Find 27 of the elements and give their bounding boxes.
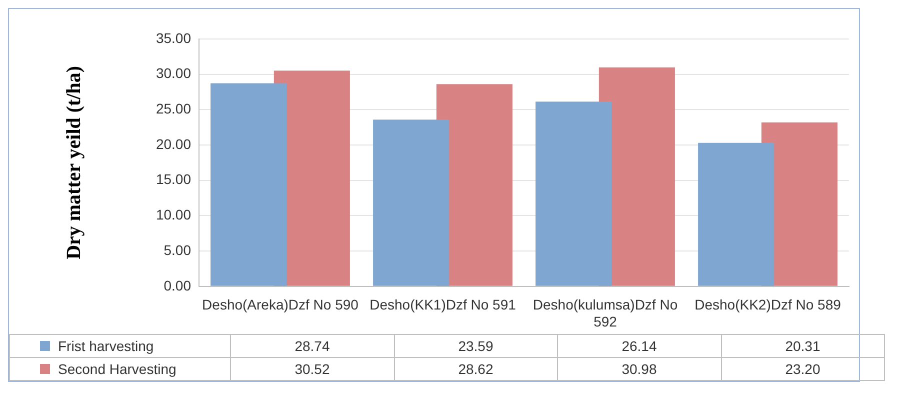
x-tick-label: Desho(KK2)Dzf No 589 <box>694 296 842 313</box>
y-tick-label: 5.00 <box>164 242 192 258</box>
y-tick-label: 15.00 <box>156 171 192 188</box>
data-label: 23.59 <box>394 334 558 358</box>
y-tick-label: 10.00 <box>156 206 192 223</box>
data-label: 28.74 <box>230 334 394 358</box>
y-tick-label: 35.00 <box>156 30 192 46</box>
data-label: 20.31 <box>721 334 884 358</box>
x-tick-label: Desho(Areka)Dzf No 590 <box>202 296 359 313</box>
data-label: 30.52 <box>230 358 394 380</box>
y-axis-title: Dry matter yeild (t/ha) <box>63 66 86 260</box>
bar <box>536 102 612 286</box>
x-tick-label: Desho(kulumsa)Dzf No 592 <box>532 296 678 330</box>
x-tick-label: Desho(KK1)Dzf No 591 <box>370 296 516 313</box>
bar <box>698 142 774 286</box>
y-tick-label: 0.00 <box>164 277 192 294</box>
data-label: 23.20 <box>721 358 884 380</box>
legend-label: Second Harvesting <box>58 361 176 377</box>
y-tick-label: 30.00 <box>156 65 192 82</box>
y-tick-label: 20.00 <box>156 136 192 152</box>
y-tick-label: 25.00 <box>156 100 192 117</box>
data-label: 26.14 <box>558 334 721 358</box>
legend-label: Frist harvesting <box>58 338 154 354</box>
bar <box>210 83 287 286</box>
data-label: 28.62 <box>394 358 558 380</box>
bar <box>373 120 450 286</box>
data-label: 30.98 <box>558 358 721 380</box>
